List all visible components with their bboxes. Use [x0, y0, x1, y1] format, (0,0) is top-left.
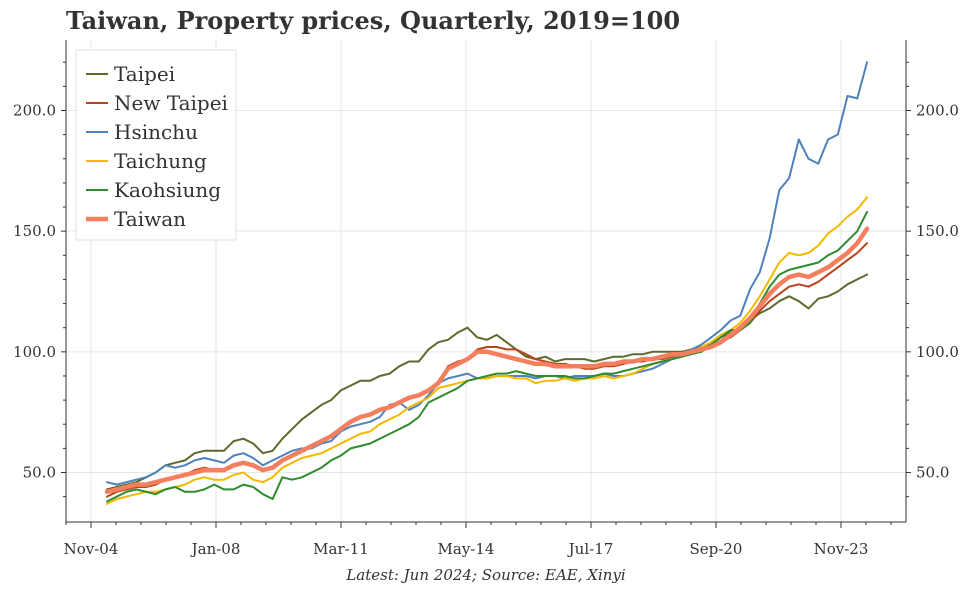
legend-label-kaohsiung: Kaohsiung: [114, 178, 221, 202]
y-tick-label-left: 100.0: [13, 343, 56, 361]
y-tick-label-left: 150.0: [13, 222, 56, 240]
legend-label-hsinchu: Hsinchu: [114, 120, 198, 144]
y-tick-label-left: 50.0: [23, 464, 56, 482]
legend-label-taipei: Taipei: [114, 62, 175, 86]
legend-label-taiwan: Taiwan: [114, 207, 186, 231]
chart-footer: Latest: Jun 2024; Source: EAE, Xinyi: [346, 566, 626, 584]
x-tick-label: Nov-04: [64, 540, 119, 558]
series-line-kaohsiung: [106, 210, 868, 503]
x-tick-label: Nov-23: [814, 540, 869, 558]
y-tick-label-right: 150.0: [916, 222, 959, 240]
y-tick-label-right: 200.0: [916, 102, 959, 120]
line-chart: 50.0 50.0 100.0 100.0 150.0 150.0 200.0 200.0 No…: [13, 40, 959, 558]
y-tick-label-right: 50.0: [916, 464, 949, 482]
series-lines: [104, 61, 870, 505]
legend-box: [75, 49, 237, 241]
x-tick-label: Mar-11: [313, 540, 369, 558]
legend-label-taichung: Taichung: [114, 149, 207, 173]
x-tick-label: Sep-20: [690, 540, 743, 558]
chart-title: Taiwan, Property prices, Quarterly, 2019…: [66, 6, 681, 35]
y-tick-label-right: 100.0: [916, 343, 959, 361]
series-line-new-taipei: [106, 242, 868, 498]
series-line-taichung: [106, 196, 868, 505]
axes: 50.0 50.0 100.0 100.0 150.0 150.0 200.0 200.0 No…: [13, 40, 959, 558]
x-tick-label: Jan-08: [190, 540, 241, 558]
x-tick-label: May-14: [438, 540, 495, 558]
x-tick-label: Jul-17: [567, 540, 614, 558]
legend-label-new-taipei: New Taipei: [114, 91, 228, 115]
series-line-taiwan: [104, 226, 870, 495]
legend: Taipei New Taipei Hsinchu Taichung Kaohsiung…: [75, 49, 237, 241]
y-tick-label-left: 200.0: [13, 102, 56, 120]
